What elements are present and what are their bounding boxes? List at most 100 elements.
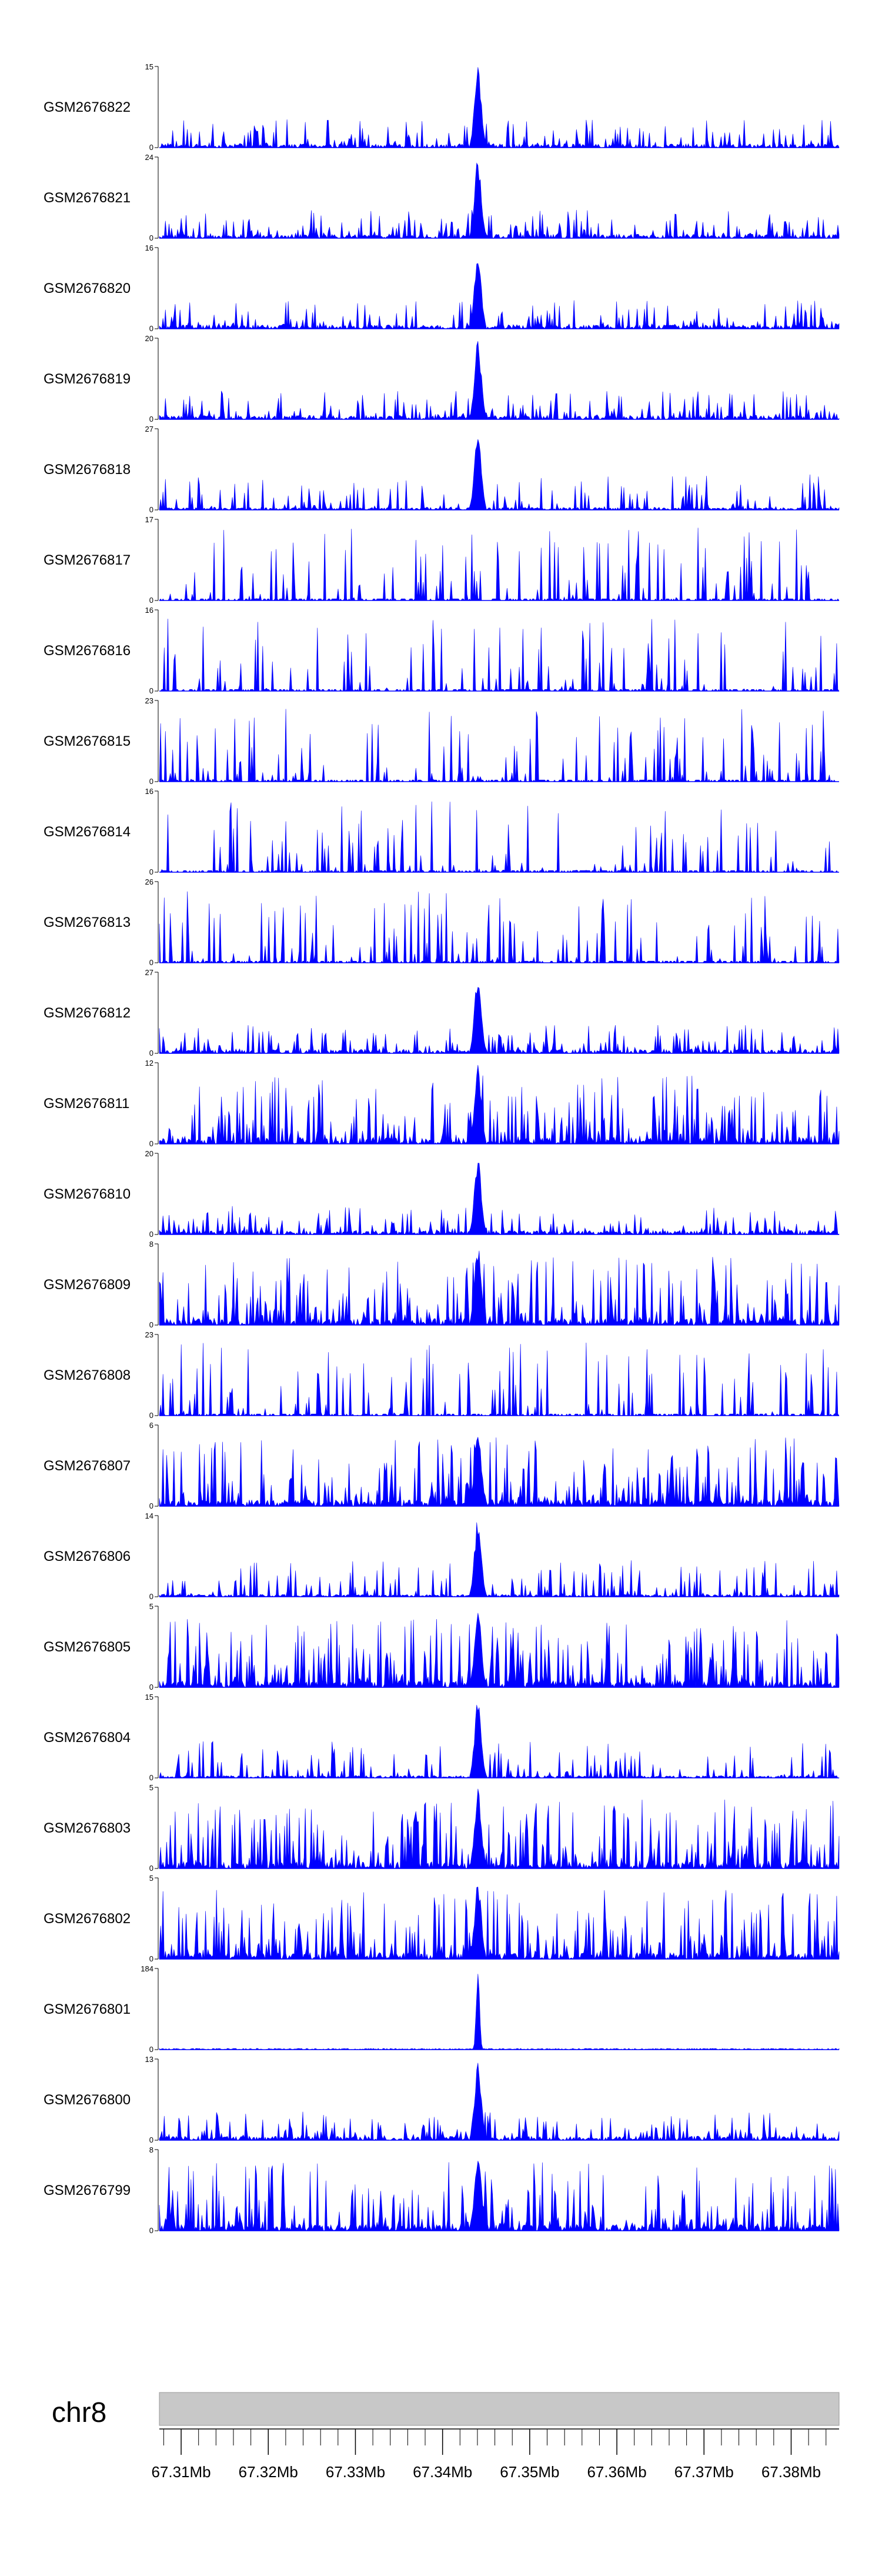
y-min-label: 0	[149, 867, 153, 876]
track-name-label: GSM2676820	[44, 281, 131, 296]
track-GSM2676803: GSM2676803 5 0	[44, 1783, 840, 1873]
track-name-label: GSM2676799	[44, 2183, 131, 2198]
y-max-label: 16	[145, 787, 153, 796]
genome-axis: chr8 67.31Mb 67.32Mb 67.33Mb 67.34Mb 67.35Mb…	[52, 2392, 840, 2481]
coverage-area	[159, 1886, 840, 1960]
coverage-area	[159, 162, 840, 239]
track-GSM2676802: GSM2676802 5 0	[44, 1874, 840, 1963]
y-min-label: 0	[149, 777, 153, 786]
coverage-area	[159, 1613, 840, 1689]
y-max-label: 17	[145, 515, 153, 524]
y-min-label: 0	[149, 1320, 153, 1329]
track-name-label: GSM2676817	[44, 552, 131, 568]
y-min-label: 0	[149, 1683, 153, 1691]
track-GSM2676805: GSM2676805 5 0	[44, 1602, 840, 1691]
track-name-label: GSM2676819	[44, 371, 131, 387]
coverage-area	[159, 341, 840, 421]
coverage-area	[159, 987, 840, 1055]
coverage-area	[159, 1342, 840, 1416]
tick-label: 67.32Mb	[239, 2463, 298, 2481]
coverage-tracks: GSM2676822150GSM2676821240GSM2676820160G…	[44, 62, 840, 2235]
coverage-area	[159, 709, 839, 783]
y-max-label: 20	[145, 334, 153, 343]
track-name-label: GSM2676802	[44, 1911, 131, 1927]
coverage-area	[159, 891, 840, 964]
coverage-area	[159, 1250, 840, 1326]
coverage-area	[159, 67, 840, 149]
track-name-label: GSM2676821	[44, 190, 131, 206]
coverage-area	[159, 619, 840, 692]
y-min-label: 0	[149, 596, 153, 605]
y-min-label: 0	[149, 1592, 153, 1601]
track-GSM2676814: GSM2676814 16 0	[44, 787, 839, 876]
track-name-label: GSM2676822	[44, 99, 131, 115]
track-name-label: GSM2676804	[44, 1730, 131, 1746]
y-min-label: 0	[149, 686, 153, 695]
track-name-label: GSM2676813	[44, 915, 131, 930]
y-min-label: 0	[149, 1954, 153, 1963]
track-name-label: GSM2676808	[44, 1367, 131, 1383]
y-max-label: 8	[149, 2145, 153, 2154]
y-min-label: 0	[149, 1864, 153, 1873]
track-name-label: GSM2676818	[44, 462, 131, 478]
y-max-label: 184	[141, 1964, 153, 1973]
y-min-label: 0	[149, 415, 153, 423]
y-max-label: 16	[145, 606, 153, 615]
y-min-label: 0	[149, 1501, 153, 1510]
track-GSM2676815: GSM2676815 23 0	[44, 696, 839, 786]
track-name-label: GSM2676812	[44, 1005, 131, 1021]
y-min-label: 0	[149, 958, 153, 967]
coverage-area	[159, 1163, 840, 1236]
y-max-label: 23	[145, 1330, 153, 1339]
track-name-label: GSM2676803	[44, 1820, 131, 1836]
tick-label: 67.37Mb	[674, 2463, 734, 2481]
y-min-label: 0	[149, 1411, 153, 1420]
track-GSM2676818: GSM2676818 27 0	[44, 425, 840, 514]
y-max-label: 15	[145, 1693, 153, 1701]
axis-ticks: 67.31Mb 67.32Mb 67.33Mb 67.34Mb 67.35Mb 67.36…	[151, 2429, 827, 2481]
tick-label: 67.35Mb	[500, 2463, 559, 2481]
track-GSM2676810: GSM2676810 20 0	[44, 1149, 840, 1239]
track-name-label: GSM2676814	[44, 824, 131, 840]
track-name-label: GSM2676807	[44, 1458, 131, 1474]
y-min-label: 0	[149, 1230, 153, 1239]
y-max-label: 27	[145, 425, 153, 433]
coverage-area	[159, 528, 840, 601]
track-name-label: GSM2676811	[44, 1096, 129, 1112]
tick-label: 67.31Mb	[151, 2463, 211, 2481]
track-name-label: GSM2676815	[44, 733, 131, 749]
y-min-label: 0	[149, 233, 153, 242]
track-GSM2676801: GSM2676801 184 0	[44, 1964, 840, 2054]
y-min-label: 0	[149, 143, 153, 152]
y-max-label: 5	[149, 1602, 153, 1611]
coverage-area	[159, 1065, 840, 1145]
y-min-label: 0	[149, 2226, 153, 2235]
coverage-area	[159, 2161, 840, 2231]
y-min-label: 0	[149, 1773, 153, 1782]
track-name-label: GSM2676810	[44, 1186, 131, 1202]
track-GSM2676804: GSM2676804 15 0	[44, 1693, 840, 1782]
track-GSM2676811: GSM2676811 12 0	[44, 1059, 840, 1148]
track-GSM2676816: GSM2676816 16 0	[44, 606, 840, 695]
y-max-label: 13	[145, 2055, 153, 2064]
track-GSM2676817: GSM2676817 17 0	[44, 515, 840, 605]
y-max-label: 5	[149, 1874, 153, 1883]
track-GSM2676812: GSM2676812 27 0	[44, 968, 840, 1057]
track-GSM2676808: GSM2676808 23 0	[44, 1330, 840, 1420]
y-min-label: 0	[149, 1139, 153, 1148]
y-min-label: 0	[149, 2045, 153, 2054]
track-GSM2676820: GSM2676820 16 0	[44, 243, 840, 333]
coverage-area	[159, 1522, 840, 1597]
track-GSM2676821: GSM2676821 24 0	[44, 153, 840, 242]
track-name-label: GSM2676809	[44, 1277, 131, 1293]
y-max-label: 6	[149, 1421, 153, 1430]
y-max-label: 14	[145, 1511, 153, 1520]
track-GSM2676800: GSM2676800 13 0	[44, 2055, 840, 2144]
y-max-label: 24	[145, 153, 153, 162]
tick-label: 67.36Mb	[587, 2463, 646, 2481]
coverage-area	[159, 439, 840, 510]
tick-label: 67.34Mb	[413, 2463, 472, 2481]
y-max-label: 5	[149, 1783, 153, 1792]
y-min-label: 0	[149, 324, 153, 333]
